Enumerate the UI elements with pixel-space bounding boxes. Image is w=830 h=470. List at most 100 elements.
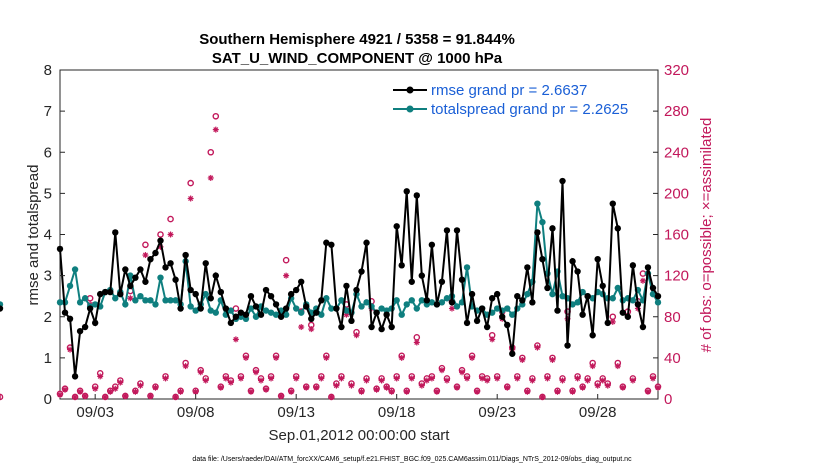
- rmse-point: [549, 225, 556, 232]
- obs-assimilated-marker: [529, 377, 536, 384]
- legend: rmse grand pr = 2.6637 totalspread grand…: [388, 76, 653, 118]
- rmse-point: [594, 255, 601, 263]
- rmse-point: [142, 278, 149, 285]
- obs-assimilated-marker: [247, 388, 254, 395]
- rmse-point: [403, 188, 410, 195]
- rmse-point: [282, 305, 290, 312]
- rmse-point: [483, 323, 491, 331]
- totalspread-point: [122, 301, 129, 308]
- totalspread-point: [403, 301, 410, 308]
- totalspread-point: [56, 299, 64, 306]
- y-tick-label: 5: [44, 185, 52, 202]
- obs-assimilated-marker: [122, 392, 129, 399]
- rmse-point: [534, 229, 541, 236]
- obs-assimilated-marker: [358, 388, 365, 395]
- rmse-point: [277, 313, 285, 320]
- obs-assimilated-marker: [428, 375, 435, 382]
- obs-assimilated-marker: [519, 356, 526, 363]
- totalspread-point: [262, 307, 270, 314]
- obs-assimilated-marker: [514, 375, 521, 382]
- obs-assimilated-marker: [77, 388, 84, 395]
- totalspread-point: [71, 266, 79, 273]
- x-axis-label: Sep.01,2012 00:00:00 start: [269, 427, 451, 444]
- rmse-point: [463, 319, 471, 327]
- totalspread-point: [127, 272, 134, 279]
- rmse-point: [649, 284, 657, 292]
- rmse-point: [368, 323, 375, 331]
- data-file-footnote: data file: /Users/raeder/DAI/ATM_forcXX/…: [192, 456, 632, 463]
- rmse-point: [634, 301, 642, 308]
- obs-assimilated-marker: [579, 384, 586, 391]
- rmse-point: [0, 305, 4, 312]
- totalspread-point: [267, 309, 275, 316]
- rmse-point: [418, 272, 426, 279]
- legend-label-totalspread: totalspread grand pr = 2.2625: [431, 101, 628, 118]
- totalspread-point: [137, 292, 144, 300]
- chart-subtitle: SAT_U_WIND_COMPONENT @ 1000 hPa: [212, 50, 503, 67]
- totalspread-point: [112, 295, 119, 302]
- obs-assimilated-marker: [599, 377, 606, 384]
- obs-assimilated-marker: [187, 195, 194, 202]
- obs-assimilated-marker: [649, 375, 656, 382]
- rmse-point: [197, 305, 204, 312]
- totalspread-point: [378, 305, 385, 312]
- totalspread-point: [91, 301, 99, 308]
- obs-assimilated-marker: [172, 393, 179, 400]
- legend-marker-totalspread: [406, 105, 414, 113]
- rmse-point: [398, 262, 405, 269]
- totalspread-point: [408, 297, 415, 304]
- rmse-point: [102, 288, 109, 296]
- obs-assimilated-marker: [504, 384, 511, 391]
- rmse-point: [614, 225, 621, 232]
- plot-area: [59, 69, 659, 400]
- rmse-point: [112, 229, 119, 236]
- rmse-point: [127, 282, 134, 290]
- obs-assimilated-marker: [443, 377, 450, 384]
- obs-assimilated-marker: [107, 388, 114, 395]
- rmse-point: [107, 288, 114, 296]
- obs-assimilated-marker: [273, 354, 280, 361]
- rmse-point: [313, 309, 320, 316]
- rmse-point: [579, 311, 586, 318]
- obs-assimilated-marker: [217, 384, 224, 391]
- y2-tick-label: 320: [664, 62, 689, 79]
- rmse-point: [539, 255, 546, 263]
- obs-assimilated-marker: [378, 377, 385, 384]
- obs-assimilated-marker: [433, 388, 440, 395]
- rmse-point: [172, 276, 179, 283]
- y-tick-label: 6: [44, 144, 52, 161]
- rmse-point: [629, 262, 637, 269]
- obs-assimilated-marker: [489, 336, 496, 343]
- y2-tick-label: 120: [664, 268, 689, 285]
- y-axis-label-right: # of obs: o=possible; ×=assimilated: [698, 118, 715, 353]
- totalspread-point: [81, 295, 89, 302]
- rmse-point: [639, 323, 647, 331]
- rmse-point: [343, 282, 350, 290]
- rmse-point: [358, 268, 365, 275]
- rmse-point: [212, 272, 219, 279]
- totalspread-point: [227, 307, 235, 314]
- x-tick-label: 09/28: [579, 404, 617, 421]
- obs-assimilated-marker: [604, 382, 611, 389]
- rmse-point: [227, 319, 235, 327]
- rmse-point: [408, 278, 415, 285]
- rmse-point: [378, 325, 385, 333]
- rmse-point: [162, 264, 169, 271]
- obs-assimilated-marker: [298, 324, 305, 331]
- y2-tick-label: 280: [664, 103, 689, 120]
- rmse-point: [509, 350, 516, 357]
- totalspread-point: [649, 290, 657, 298]
- totalspread-point: [162, 297, 169, 304]
- totalspread-point: [509, 311, 516, 318]
- totalspread-point: [338, 297, 345, 304]
- rmse-point: [333, 305, 340, 312]
- rmse-point: [232, 313, 240, 320]
- obs-assimilated-marker: [252, 369, 259, 376]
- obs-assimilated-marker: [323, 354, 330, 361]
- totalspread-point: [172, 297, 179, 304]
- rmse-point: [644, 264, 652, 271]
- obs-possible-marker: [207, 148, 215, 156]
- rmse-point: [91, 319, 99, 327]
- totalspread-point: [252, 313, 260, 320]
- rmse-point: [599, 282, 606, 290]
